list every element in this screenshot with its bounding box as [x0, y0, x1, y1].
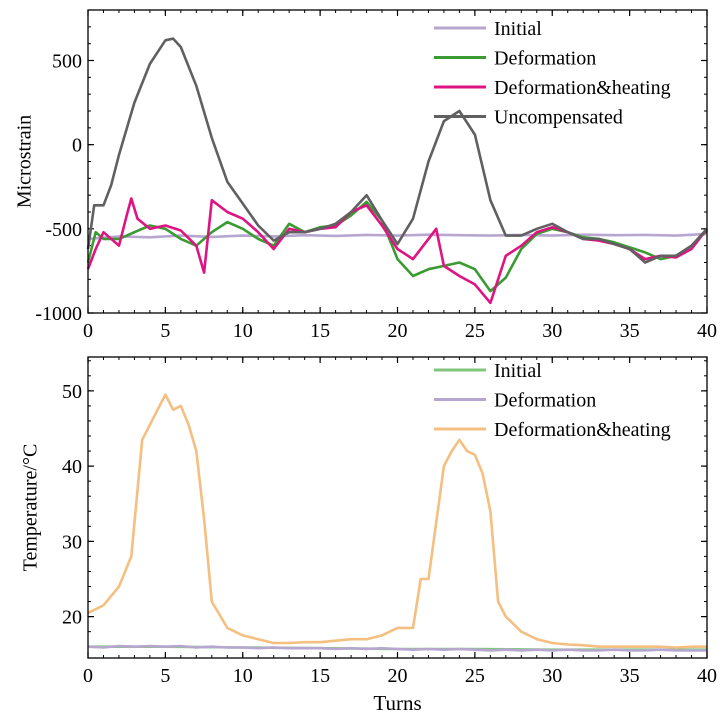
- x-tick-label: 0: [83, 320, 93, 342]
- x-tick-label: 40: [697, 320, 717, 342]
- x-tick-label: 20: [388, 665, 408, 687]
- x-tick-label: 10: [233, 665, 253, 687]
- strain-chart: 0 5 10 15 20 25 30 35 40 -1000 -500 0 500 Initial Def…: [14, 9, 717, 342]
- legend-label: Uncompensated: [494, 107, 623, 129]
- x-tick-label: 25: [465, 665, 485, 687]
- legend-label: Deformation: [494, 390, 596, 412]
- temperature-lines: [87, 393, 707, 652]
- x-tick-label: 10: [233, 320, 253, 342]
- legend-label: Initial: [494, 18, 542, 40]
- turns-x-axis-label: Turns: [373, 691, 421, 715]
- legend-label: Deformation: [494, 48, 596, 70]
- temperature-legend: Initial Deformation Deformation&heating: [434, 360, 671, 441]
- y-tick-label: 50: [62, 381, 82, 403]
- y-tick-label: 30: [62, 531, 82, 553]
- legend-label: Initial: [494, 360, 542, 382]
- temperature-chart: 0 5 10 15 20 25 30 35 40 20 30 40 50 Initial Deformat…: [20, 356, 717, 715]
- series-line: [87, 393, 707, 649]
- temperature-plot-frame: [87, 356, 708, 659]
- x-tick-label: 15: [310, 320, 330, 342]
- x-tick-label: 25: [465, 320, 485, 342]
- y-tick-label: 500: [52, 51, 82, 73]
- x-tick-label: 20: [388, 320, 408, 342]
- series-line: [86, 197, 709, 305]
- y-tick-label: 20: [62, 607, 82, 629]
- strain-plot-frame: [87, 9, 708, 314]
- x-tick-label: 5: [160, 665, 170, 687]
- y-tick-label: -500: [45, 219, 82, 241]
- series-line: [86, 37, 708, 264]
- strain-y-axis-label: Microstrain: [14, 115, 36, 208]
- legend-label: Deformation&heating: [494, 419, 671, 441]
- x-tick-label: 0: [83, 665, 93, 687]
- x-tick-label: 35: [620, 665, 640, 687]
- x-tick-label: 30: [542, 665, 562, 687]
- x-tick-label: 40: [697, 665, 717, 687]
- temperature-ticks: 0 5 10 15 20 25 30 35 40 20 30 40 50: [62, 357, 717, 687]
- temperature-y-axis-label: Temperature/°C: [20, 444, 42, 572]
- x-tick-label: 30: [542, 320, 562, 342]
- strain-lines: [86, 37, 709, 305]
- series-line: [87, 644, 707, 652]
- y-tick-label: 0: [72, 135, 82, 157]
- strain-legend: Initial Deformation Deformation&heating Unc…: [434, 18, 671, 129]
- strain-ticks: 0 5 10 15 20 25 30 35 40 -1000 -500 0 500: [35, 9, 717, 342]
- x-tick-label: 35: [620, 320, 640, 342]
- y-tick-label: -1000: [35, 303, 82, 325]
- legend-label: Deformation&heating: [494, 77, 671, 99]
- x-tick-label: 15: [310, 665, 330, 687]
- series-line: [86, 200, 708, 293]
- y-tick-label: 40: [62, 456, 82, 478]
- series-line: [87, 232, 708, 241]
- x-tick-label: 5: [160, 320, 170, 342]
